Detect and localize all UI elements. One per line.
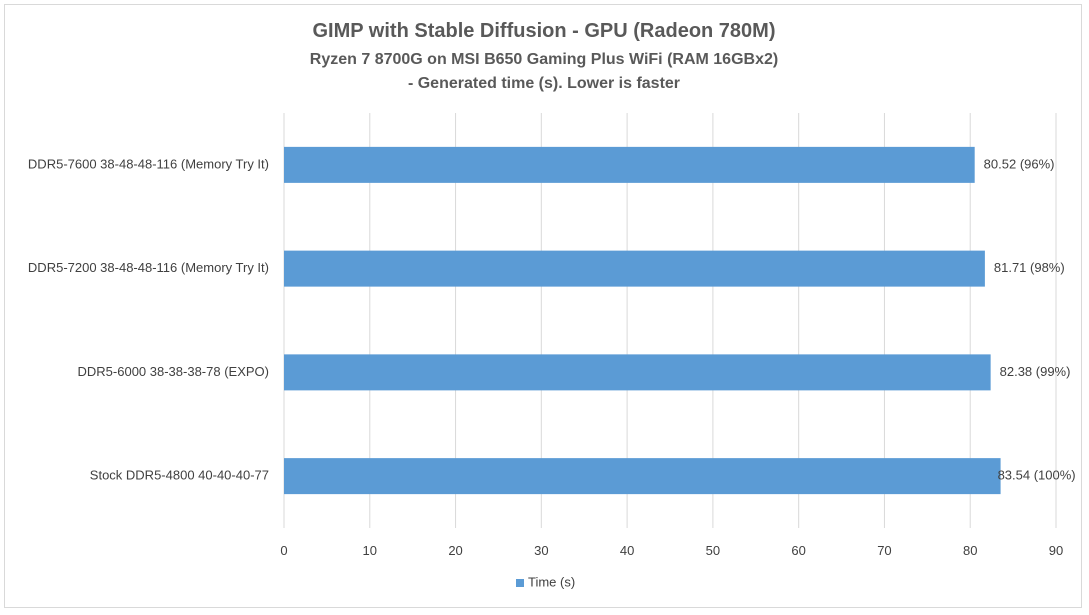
legend-swatch — [516, 579, 524, 587]
legend-label: Time (s) — [528, 574, 575, 589]
x-tick-label-10: 10 — [363, 543, 377, 558]
data-label-4: 83.54 (100%) — [998, 468, 1076, 483]
bar-2 — [284, 250, 985, 287]
category-label-1: DDR5-7600 38-48-48-116 (Memory Try It) — [28, 156, 269, 171]
bars — [284, 146, 1001, 495]
chart-subtitle-line-2: - Generated time (s). Lower is faster — [408, 75, 680, 92]
x-tick-label-0: 0 — [280, 543, 287, 558]
x-tick-label-90: 90 — [1049, 543, 1063, 558]
x-tick-label-20: 20 — [448, 543, 462, 558]
bar-3 — [284, 354, 991, 391]
chart-title: GIMP with Stable Diffusion - GPU (Radeon… — [313, 20, 776, 42]
x-tick-label-30: 30 — [534, 543, 548, 558]
x-tick-label-40: 40 — [620, 543, 634, 558]
bar-4 — [284, 458, 1001, 495]
data-label-3: 82.38 (99%) — [1000, 364, 1071, 379]
x-tick-label-60: 60 — [791, 543, 805, 558]
data-label-2: 81.71 (98%) — [994, 260, 1065, 275]
category-labels: DDR5-7600 38-48-48-116 (Memory Try It) DD… — [28, 156, 269, 482]
bar-1 — [284, 146, 975, 183]
x-tick-label-50: 50 — [706, 543, 720, 558]
x-tick-label-80: 80 — [963, 543, 977, 558]
data-label-1: 80.52 (96%) — [984, 156, 1055, 171]
legend: Time (s) — [516, 574, 575, 589]
data-labels: 80.52 (96%) 81.71 (98%) 82.38 (99%) 83.54 (… — [984, 156, 1076, 482]
x-tick-label-70: 70 — [877, 543, 891, 558]
chart-frame — [4, 4, 1082, 608]
category-label-2: DDR5-7200 38-48-48-116 (Memory Try It) — [28, 260, 269, 275]
x-tick-labels: 0 10 20 30 40 50 60 70 80 90 — [280, 543, 1063, 558]
chart-title-group: GIMP with Stable Diffusion - GPU (Radeon… — [310, 20, 778, 92]
chart-subtitle-line-1: Ryzen 7 8700G on MSI B650 Gaming Plus Wi… — [310, 51, 778, 68]
category-label-4: Stock DDR5-4800 40-40-40-77 — [90, 468, 269, 483]
category-label-3: DDR5-6000 38-38-38-78 (EXPO) — [78, 364, 269, 379]
